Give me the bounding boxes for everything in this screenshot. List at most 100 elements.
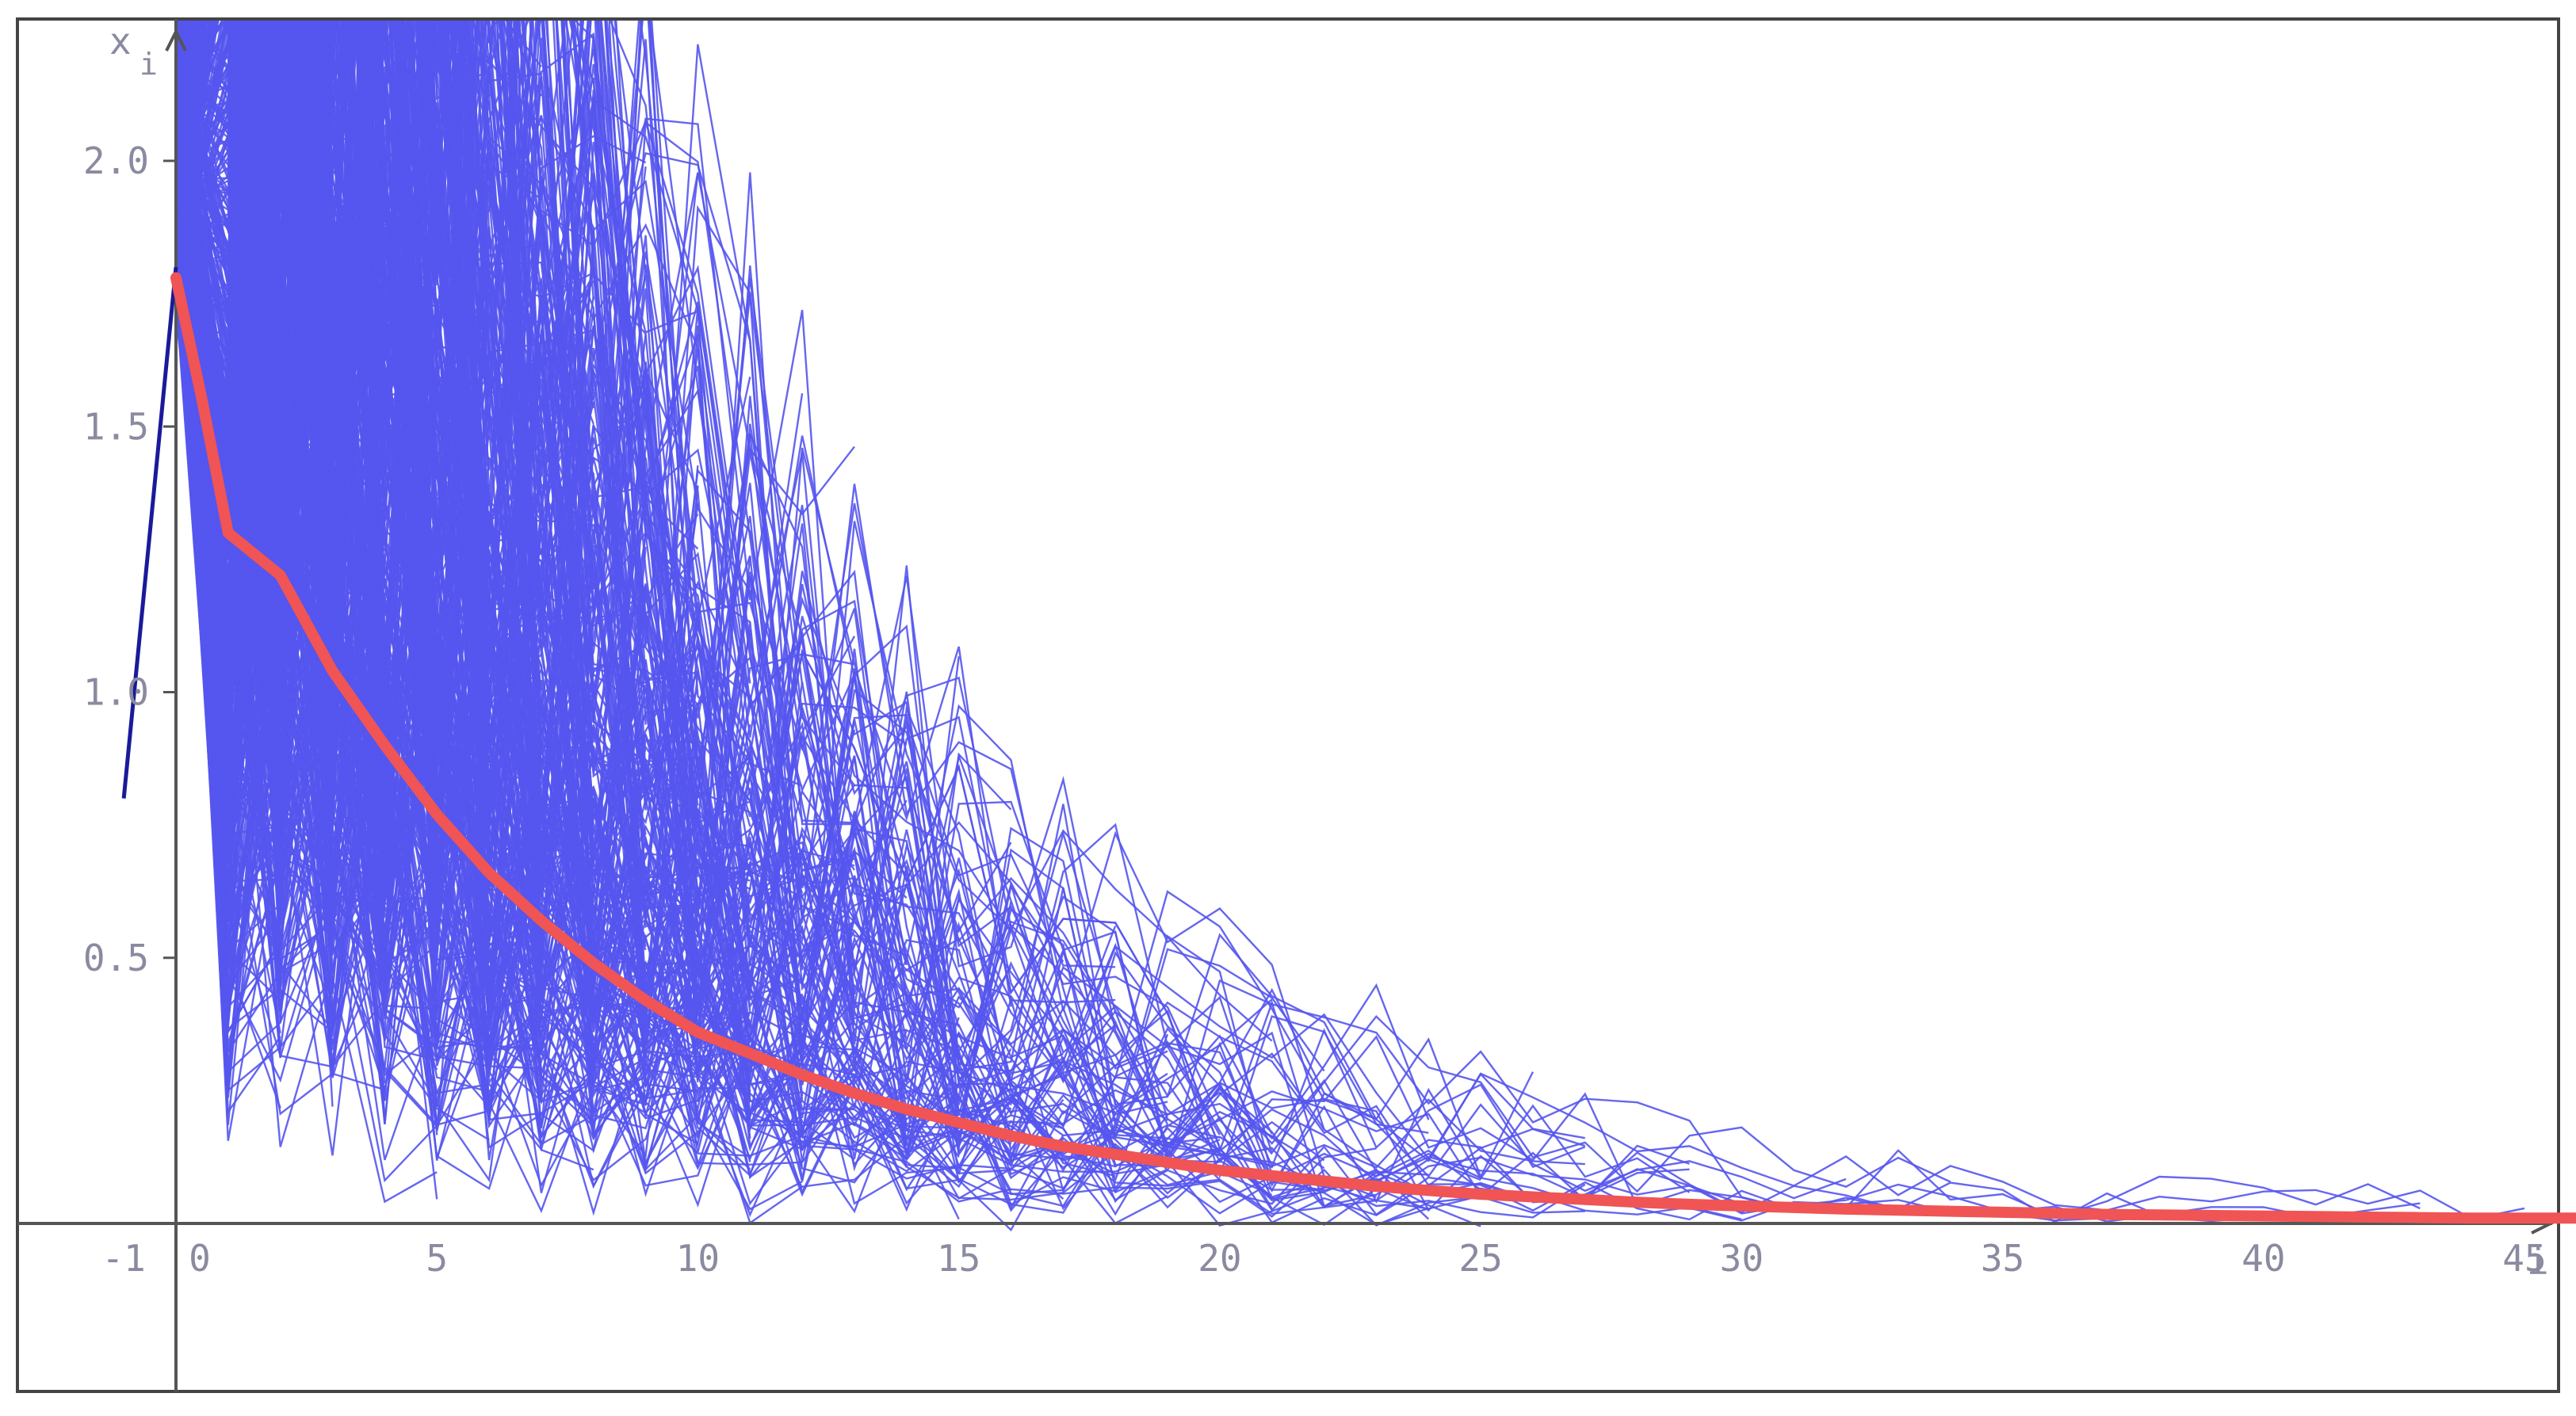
mean-series-line bbox=[170, 272, 2576, 1224]
trajectory-line bbox=[255, 21, 647, 1087]
trajectory-line bbox=[174, 21, 491, 631]
x-tick-label: 10 bbox=[676, 1237, 720, 1280]
trajectory-line bbox=[174, 21, 319, 904]
trajectory-line bbox=[174, 21, 699, 935]
trajectory-line bbox=[174, 143, 594, 927]
y-tick-label: 1.0 bbox=[83, 671, 149, 714]
trajectory-line bbox=[176, 0, 281, 13]
trajectory-line bbox=[176, 0, 281, 15]
trajectory-line bbox=[174, 21, 1847, 1200]
trajectory-line bbox=[174, 21, 491, 660]
trajectory-line bbox=[174, 21, 205, 235]
trajectory-line bbox=[174, 21, 451, 617]
trajectory-line bbox=[174, 21, 491, 998]
trajectory-line bbox=[174, 21, 1117, 1162]
trajectory-line bbox=[174, 124, 386, 1036]
trajectory-line bbox=[174, 21, 855, 976]
trajectory-line bbox=[174, 21, 395, 525]
trajectory-line bbox=[174, 69, 438, 961]
trajectory-line bbox=[174, 21, 214, 305]
trajectory-line bbox=[174, 21, 491, 927]
trajectory-line bbox=[176, 0, 281, 19]
trajectory-line bbox=[174, 21, 647, 401]
trajectory-line bbox=[174, 21, 334, 809]
y-tick-label: 0.5 bbox=[83, 937, 149, 979]
trajectory-line bbox=[174, 21, 699, 1115]
trajectory-line bbox=[174, 21, 1535, 1180]
tick-labels: -1 0 5 10 15 20 25 30 35 40 45 0.5 1.0 1.5 2.0 bbox=[83, 139, 2547, 1280]
trajectory-line bbox=[174, 21, 647, 773]
trajectory-line bbox=[174, 21, 594, 425]
trajectory-line bbox=[174, 21, 438, 853]
trajectory-line bbox=[176, 0, 333, 6]
trajectory-line bbox=[175, 21, 647, 1128]
trajectory-line bbox=[174, 21, 804, 1158]
trajectory-line bbox=[174, 74, 1325, 1208]
x-tick-label: 35 bbox=[1981, 1237, 2024, 1280]
y-axis-label: x bbox=[109, 20, 132, 63]
trajectory-line bbox=[175, 21, 334, 314]
highlight-series bbox=[121, 266, 2576, 1224]
trajectory-line bbox=[176, 0, 281, 19]
y-axis-label-subscript: i bbox=[140, 47, 158, 82]
trajectory-line bbox=[187, 21, 386, 920]
trajectory-line bbox=[174, 21, 855, 719]
trajectory-line bbox=[174, 21, 751, 1099]
trajectory-line bbox=[174, 101, 386, 1122]
trajectory-line bbox=[174, 155, 334, 1078]
trajectory-line bbox=[174, 21, 244, 356]
trajectory-line bbox=[174, 27, 543, 1124]
x-tick-label: -1 bbox=[101, 1237, 145, 1280]
x-tick-label: 20 bbox=[1198, 1237, 1241, 1280]
trajectory-line bbox=[174, 21, 751, 1088]
trajectory-line bbox=[174, 197, 1847, 1221]
y-tick-label: 1.5 bbox=[83, 405, 149, 448]
trajectory-line bbox=[174, 21, 334, 314]
trajectory-line bbox=[174, 21, 1169, 1155]
trajectory-line bbox=[174, 21, 2525, 1220]
trajectory-line bbox=[175, 21, 699, 1129]
trajectory-line bbox=[174, 251, 281, 575]
trajectory-line bbox=[174, 21, 2421, 1223]
trajectory-line bbox=[174, 258, 803, 1140]
x-tick-label: 30 bbox=[1720, 1237, 1764, 1280]
trajectory-line bbox=[174, 21, 751, 957]
trajectory-line bbox=[174, 300, 281, 908]
y-axis-arrow bbox=[165, 28, 187, 52]
trajectory-line bbox=[174, 21, 647, 782]
trajectory-line bbox=[174, 21, 1325, 1137]
trajectory-line bbox=[174, 21, 1742, 1205]
x-tick-label: 40 bbox=[2242, 1237, 2285, 1280]
axis-labels: x i i bbox=[109, 20, 2549, 1283]
trajectory-line bbox=[174, 21, 804, 920]
trajectory-line bbox=[174, 21, 1585, 1169]
trajectory-line bbox=[174, 21, 1117, 1136]
trajectory-line bbox=[174, 62, 281, 633]
trajectory-line bbox=[174, 21, 908, 1063]
trajectory-line bbox=[174, 21, 438, 651]
x-tick-label: 25 bbox=[1458, 1237, 1502, 1280]
trajectory-line bbox=[174, 21, 490, 553]
trajectory-line bbox=[174, 21, 423, 864]
trajectory-line bbox=[174, 45, 1012, 1184]
trajectory-line bbox=[174, 88, 1430, 1220]
x-tick-label: 15 bbox=[937, 1237, 980, 1280]
trajectory-line bbox=[174, 21, 1273, 1176]
trajectory-line bbox=[174, 21, 1221, 1148]
x-axis-label: i bbox=[2527, 1240, 2549, 1283]
initial-series-line bbox=[121, 266, 178, 799]
trajectory-line bbox=[174, 21, 804, 887]
trajectory-line bbox=[174, 88, 386, 701]
trajectory-line bbox=[174, 21, 490, 1044]
trajectory-line bbox=[174, 21, 594, 1051]
trajectory-line bbox=[176, 0, 281, 13]
x-tick-label: 45 bbox=[2502, 1237, 2546, 1280]
y-tick-label: 2.0 bbox=[83, 139, 149, 182]
trajectory-line bbox=[176, 0, 281, 13]
x-tick-label: 0 bbox=[189, 1237, 211, 1280]
trajectory-line bbox=[174, 297, 1585, 1227]
trajectory-line bbox=[175, 21, 491, 823]
trajectory-line bbox=[174, 21, 204, 159]
